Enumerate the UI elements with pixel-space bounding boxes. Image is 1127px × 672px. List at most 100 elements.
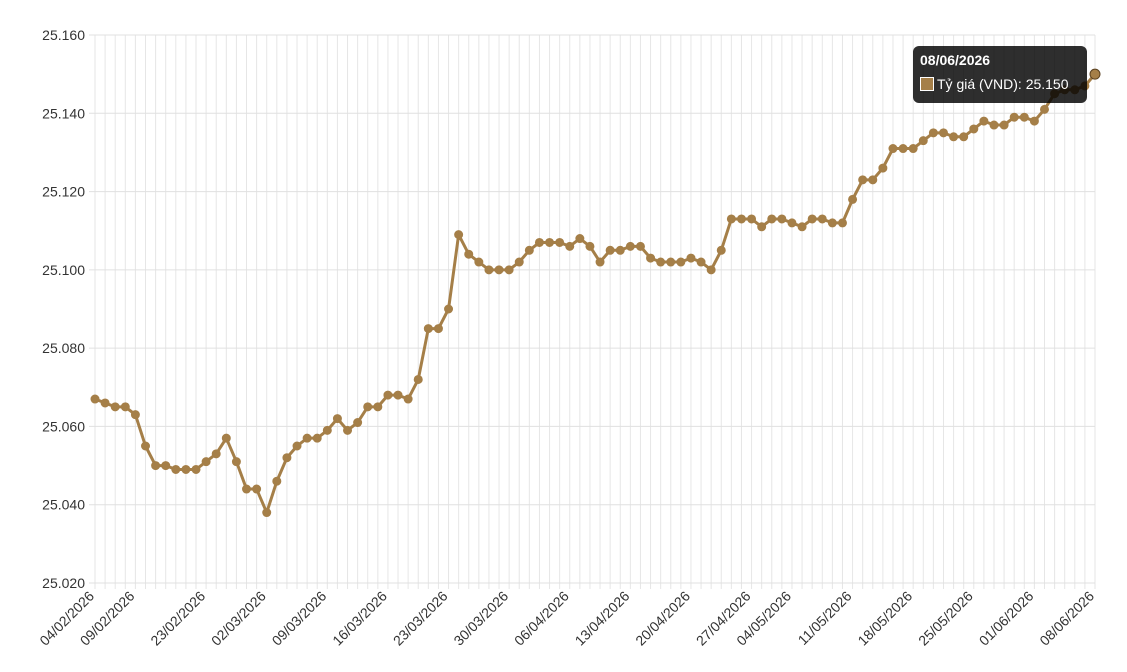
point [524,245,534,255]
point [242,484,252,494]
y-tick-label: 25.040 [42,497,85,513]
point [161,461,171,471]
point [666,257,676,267]
point [868,175,878,185]
y-tick-label: 25.100 [42,262,85,278]
point [100,398,110,408]
point [575,234,585,244]
y-tick-label: 25.160 [42,27,85,43]
point [1009,112,1019,122]
point [504,265,514,275]
point [1039,104,1049,114]
point [201,457,211,467]
x-tick-label: 11/05/2026 [795,588,855,648]
point [221,433,231,443]
tooltip-series-name: Tỷ giá (VND) [937,76,1026,92]
point [282,453,292,463]
point [928,128,938,138]
point [716,245,726,255]
point [969,124,979,134]
point [918,136,928,146]
point [979,116,989,126]
x-tick-label: 30/03/2026 [450,588,511,649]
tooltip-value: 25.150 [1025,76,1069,92]
point [262,508,272,518]
point [545,237,555,247]
point [555,237,565,247]
point [363,402,373,412]
point [464,249,474,259]
point [423,324,433,334]
point [827,218,837,228]
point [433,324,443,334]
y-tick-label: 25.120 [42,184,85,200]
point [383,390,393,400]
point [757,222,767,232]
y-tick-label: 25.060 [42,418,85,434]
point [403,394,413,404]
point [292,441,302,451]
point [656,257,666,267]
point [999,120,1009,130]
point [181,464,191,474]
point [676,257,686,267]
x-tick-label: 13/04/2026 [572,588,633,649]
point [605,245,615,255]
point [171,464,181,474]
x-tick-label: 09/03/2026 [269,588,330,649]
point [474,257,484,267]
point [534,237,544,247]
point [635,241,645,251]
point [120,402,130,412]
y-tick-label: 25.140 [42,105,85,121]
point [494,265,504,275]
point [625,241,635,251]
point [484,265,494,275]
point [858,175,868,185]
point [898,144,908,154]
point [797,222,807,232]
y-tick-label: 25.020 [42,575,85,591]
point [231,457,241,467]
point [686,253,696,263]
point [312,433,322,443]
tooltip-swatch [920,77,934,91]
point [848,194,858,204]
x-tick-label: 25/05/2026 [915,588,976,649]
point [878,163,888,173]
x-tick-label: 06/04/2026 [511,588,572,649]
point [444,304,454,314]
point [141,441,151,451]
point [130,410,140,420]
tooltip-title: 08/06/2026 [920,52,991,68]
point [989,120,999,130]
tooltip-label: Tỷ giá (VND)25.150 [920,76,1080,92]
y-tick-label: 25.080 [42,340,85,356]
x-tick-label: 01/06/2026 [976,588,1037,649]
point [938,128,948,138]
point [393,390,403,400]
point [454,230,464,240]
x-tick-label: 18/05/2026 [854,588,915,649]
point [1029,116,1039,126]
point [413,374,423,384]
x-tick-label: 23/02/2026 [147,588,208,649]
point [1019,112,1029,122]
point [373,402,383,412]
point [272,476,282,486]
point [837,218,847,228]
point [959,132,969,142]
point [332,414,342,424]
point [191,464,201,474]
point [696,257,706,267]
point [353,418,363,428]
point [908,144,918,154]
line [94,73,1097,515]
x-tick-label: 23/03/2026 [390,588,451,649]
point [646,253,656,263]
point [726,214,736,224]
point [706,265,716,275]
point [777,214,787,224]
x-tick-label: 08/06/2026 [1036,588,1097,649]
